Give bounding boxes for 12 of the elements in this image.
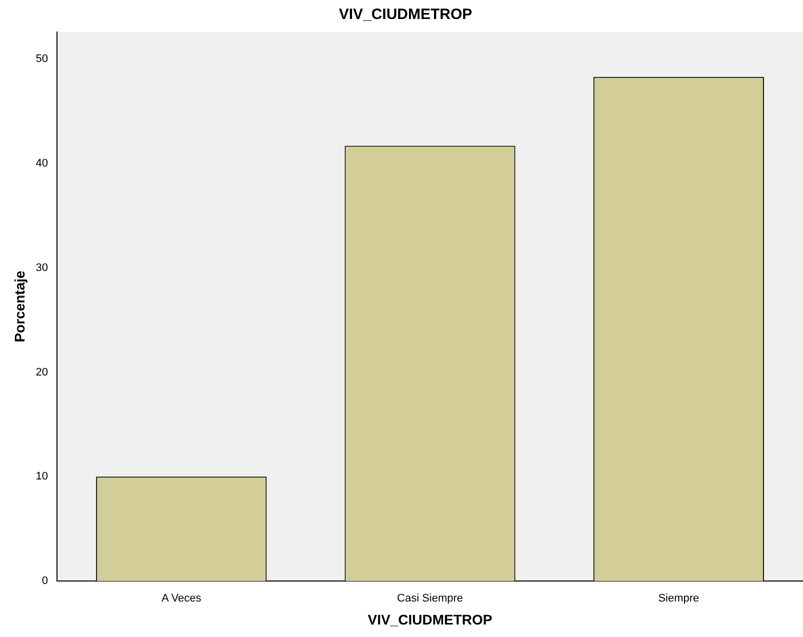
y-tick-label: 50 (36, 53, 48, 66)
y-tick-label: 40 (36, 158, 48, 170)
y-tick-label: 30 (36, 262, 48, 274)
y-axis-title: Porcentaje (11, 270, 28, 342)
chart-title: VIV_CIUDMETROP (338, 6, 472, 24)
y-tick-label: 10 (36, 470, 48, 483)
x-tick-label: A Veces (161, 592, 202, 605)
y-tick-label: 20 (36, 366, 48, 378)
x-tick-label: Casi Siempre (397, 592, 464, 605)
x-tick-label: Siempre (658, 592, 700, 605)
x-axis-title: VIV_CIUDMETROP (368, 611, 492, 628)
y-tick-label: 0 (42, 575, 48, 588)
